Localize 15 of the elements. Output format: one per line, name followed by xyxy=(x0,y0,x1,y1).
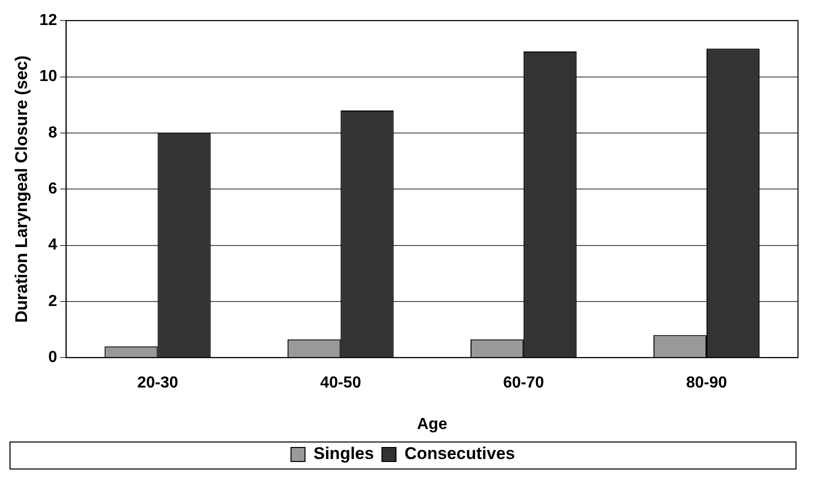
x-tick-label: 40-50 xyxy=(320,374,362,392)
y-tick-label: 12 xyxy=(39,12,58,30)
y-tick-label: 6 xyxy=(48,180,58,198)
x-axis-title: Age xyxy=(416,416,448,433)
y-tick-label: 2 xyxy=(48,292,58,310)
y-axis-title: Duration Laryngeal Closure (sec) xyxy=(12,55,31,323)
legend-label: Singles xyxy=(314,444,374,464)
x-tick-label: 60-70 xyxy=(503,374,544,392)
y-tick-label: 10 xyxy=(39,68,58,86)
x-tick-label: 80-90 xyxy=(686,374,728,392)
x-tick-label: 20-30 xyxy=(137,374,178,392)
y-tick-label: 0 xyxy=(48,349,58,366)
y-tick-label: 4 xyxy=(48,236,58,254)
y-tick-label: 8 xyxy=(48,124,58,142)
legend-label: Consecutives xyxy=(404,444,516,464)
